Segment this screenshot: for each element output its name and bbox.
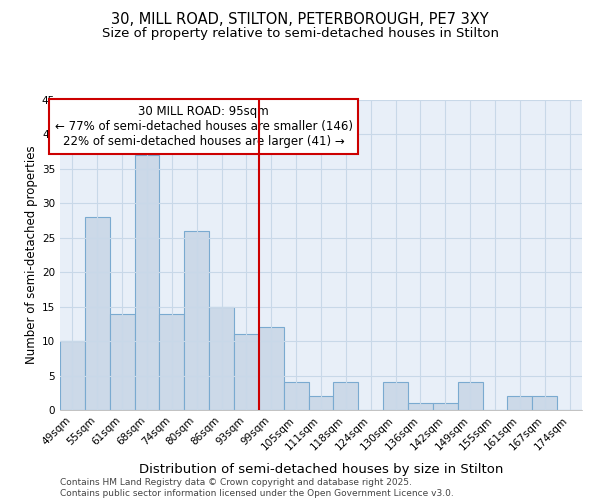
Bar bbox=[383, 382, 408, 410]
Bar bbox=[259, 328, 284, 410]
Bar bbox=[85, 217, 110, 410]
Bar bbox=[334, 382, 358, 410]
Text: Size of property relative to semi-detached houses in Stilton: Size of property relative to semi-detach… bbox=[101, 28, 499, 40]
X-axis label: Distribution of semi-detached houses by size in Stilton: Distribution of semi-detached houses by … bbox=[139, 463, 503, 476]
Text: 30, MILL ROAD, STILTON, PETERBOROUGH, PE7 3XY: 30, MILL ROAD, STILTON, PETERBOROUGH, PE… bbox=[111, 12, 489, 28]
Text: 30 MILL ROAD: 95sqm
← 77% of semi-detached houses are smaller (146)
22% of semi-: 30 MILL ROAD: 95sqm ← 77% of semi-detach… bbox=[55, 104, 353, 148]
Bar bbox=[234, 334, 259, 410]
Bar bbox=[433, 403, 458, 410]
Bar bbox=[60, 341, 85, 410]
Text: Contains HM Land Registry data © Crown copyright and database right 2025.
Contai: Contains HM Land Registry data © Crown c… bbox=[60, 478, 454, 498]
Bar bbox=[408, 403, 433, 410]
Bar bbox=[184, 231, 209, 410]
Bar bbox=[284, 382, 308, 410]
Bar bbox=[209, 306, 234, 410]
Bar bbox=[508, 396, 532, 410]
Bar bbox=[160, 314, 184, 410]
Bar bbox=[110, 314, 134, 410]
Bar bbox=[458, 382, 482, 410]
Bar bbox=[532, 396, 557, 410]
Bar bbox=[134, 155, 160, 410]
Y-axis label: Number of semi-detached properties: Number of semi-detached properties bbox=[25, 146, 38, 364]
Bar bbox=[308, 396, 334, 410]
